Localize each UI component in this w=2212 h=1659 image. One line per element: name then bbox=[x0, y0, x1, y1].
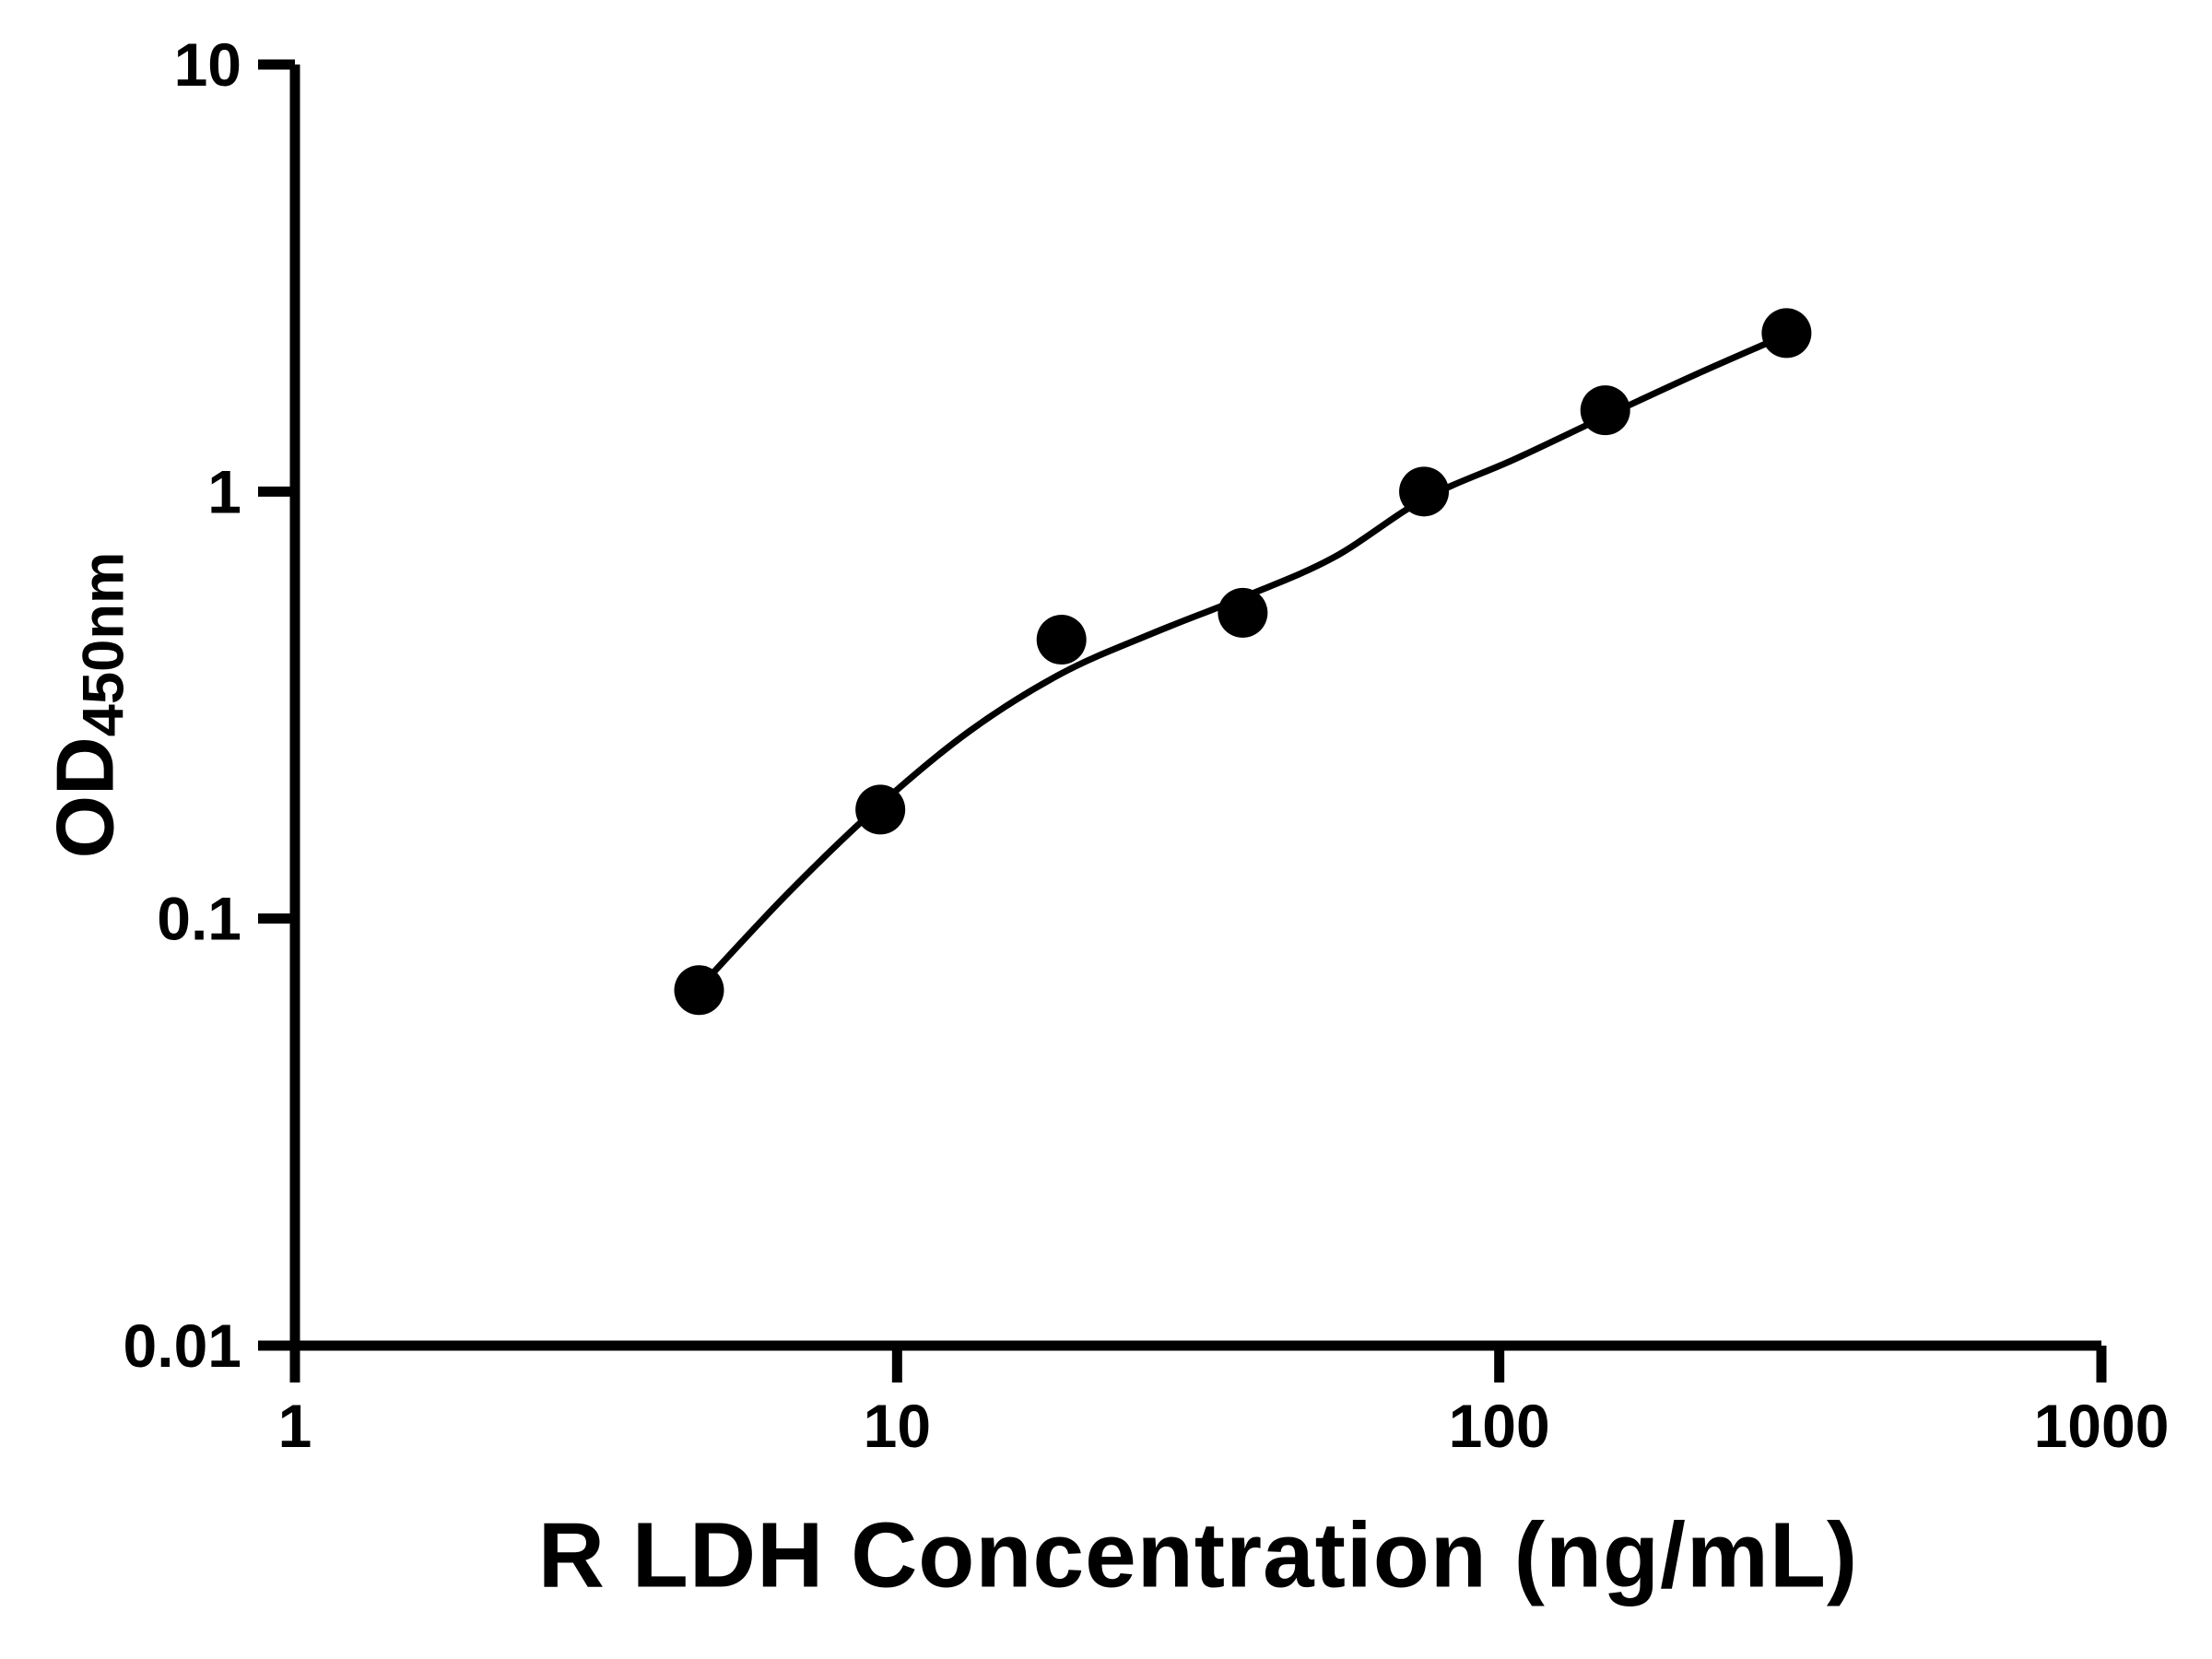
x-tick-label: 100 bbox=[1449, 1392, 1550, 1460]
y-axis-label-main: OD bbox=[39, 736, 131, 859]
data-point bbox=[1036, 615, 1087, 665]
x-tick-label: 1 bbox=[278, 1392, 312, 1460]
y-tick-label: 0.01 bbox=[124, 1312, 241, 1380]
fit-curve bbox=[696, 331, 1790, 991]
y-axis-label: OD450nm bbox=[38, 552, 136, 859]
axes bbox=[289, 65, 2101, 1351]
y-axis-label-subscript: 450nm bbox=[71, 551, 136, 737]
y-tick-label: 0.1 bbox=[157, 885, 241, 953]
y-tick-label: 10 bbox=[174, 30, 241, 99]
x-tick-label: 1000 bbox=[2034, 1392, 2170, 1460]
x-tick-label: 10 bbox=[864, 1392, 931, 1460]
x-axis-label: R LDH Concentration (ng/mL) bbox=[537, 1503, 1859, 1607]
y-tick-label: 1 bbox=[207, 457, 241, 525]
